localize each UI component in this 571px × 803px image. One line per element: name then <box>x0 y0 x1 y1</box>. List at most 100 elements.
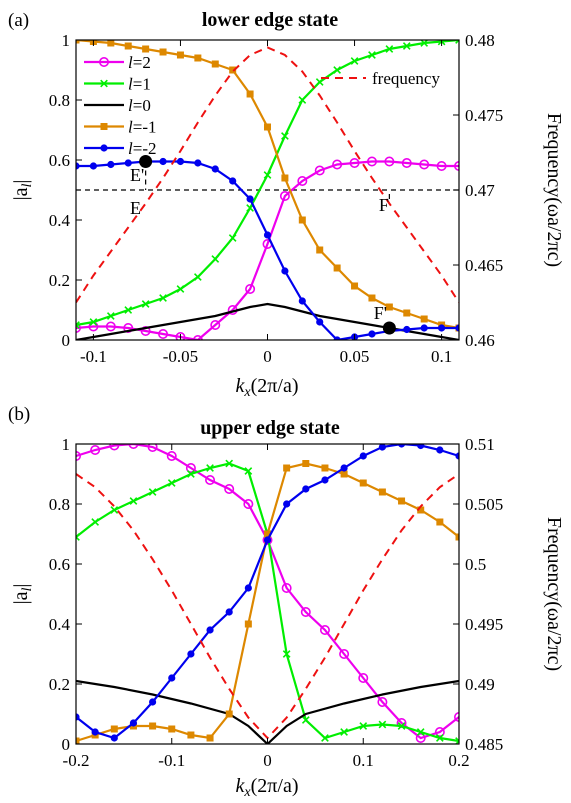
series-line-lm2 <box>76 160 459 340</box>
data-point-l2 <box>349 158 360 169</box>
data-point-lm1 <box>302 460 310 467</box>
panel-a: (a) lower edge state E' F' E Fl=2 l=1 l=0 l=-1… <box>8 9 565 400</box>
data-point-l1 <box>129 497 138 505</box>
data-point-l1 <box>455 40 459 44</box>
y-axis-label-left: |al| <box>10 180 35 201</box>
data-point-lm1 <box>76 737 80 744</box>
series-line-lm1 <box>76 462 459 743</box>
data-point-lm2 <box>89 162 98 170</box>
data-point-lm1 <box>225 710 233 718</box>
data-point-lm1 <box>420 315 428 323</box>
y-tick-label-right: 0.48 <box>465 31 495 50</box>
point-label: E' <box>130 165 144 185</box>
data-point-l2 <box>279 191 290 202</box>
data-point-l1 <box>397 722 406 730</box>
series-line-frequency <box>76 46 459 304</box>
data-point-lm1 <box>455 533 459 541</box>
series-line-l0 <box>76 679 459 744</box>
data-point-lm1 <box>368 294 376 302</box>
data-point-lm2 <box>420 324 428 332</box>
x-tick-label: 0 <box>263 347 272 366</box>
data-point-l1 <box>110 506 119 514</box>
data-point-l2 <box>415 732 426 743</box>
data-point-lm1 <box>283 464 291 472</box>
x-tick-label: -0.1 <box>158 751 185 770</box>
data-point-lm1 <box>385 303 393 311</box>
y-tick-label-left: 1 <box>62 435 71 454</box>
x-tick-label: 0 <box>263 751 272 770</box>
data-point-lm1 <box>107 40 115 47</box>
legend: l=2 l=1 l=0 l=-1 l=-2 frequency <box>84 53 440 158</box>
point-label: F' <box>374 303 387 323</box>
y-tick-label-right: 0.51 <box>465 435 495 454</box>
y-tick-label-right: 0.46 <box>465 331 495 350</box>
y-tick-label-left: 0.2 <box>49 675 70 694</box>
data-point-lm1 <box>264 530 271 538</box>
data-point-l1 <box>340 728 348 736</box>
data-point-l2 <box>90 444 101 455</box>
data-point-lm2 <box>436 446 444 454</box>
data-point-l1 <box>211 255 220 263</box>
data-point-lm2 <box>333 336 341 340</box>
data-point-l1 <box>385 45 394 53</box>
data-point-lm1 <box>417 506 425 514</box>
data-point-l1 <box>193 273 202 281</box>
data-point-l1 <box>76 533 80 541</box>
y-axis-label-left: |al| <box>10 584 35 605</box>
data-point-l1 <box>124 306 133 314</box>
data-point-l1 <box>225 459 234 468</box>
data-point-l1 <box>298 96 307 104</box>
data-point-l2 <box>243 498 254 509</box>
data-point-lm2 <box>263 231 272 239</box>
data-point-lm2 <box>283 500 291 508</box>
data-point-l1 <box>244 467 253 475</box>
panel-label: (a) <box>8 10 29 31</box>
data-point-lm2 <box>91 728 99 736</box>
data-point-lm2 <box>437 324 446 332</box>
data-point-lm2 <box>246 195 254 203</box>
data-point-lm2 <box>149 698 157 706</box>
legend-label: l=-2 <box>128 139 156 158</box>
data-point-lm2 <box>321 476 329 484</box>
data-point-l2 <box>339 648 350 659</box>
data-point-l1 <box>76 321 80 329</box>
y-tick-label-right: 0.475 <box>465 106 503 125</box>
legend-marker <box>100 79 108 88</box>
legend-marker <box>100 144 108 152</box>
legend-label: l=-1 <box>128 118 156 137</box>
plot-frame <box>75 443 460 745</box>
data-point-l1 <box>416 728 425 736</box>
x-tick-label: -0.2 <box>63 751 90 770</box>
data-point-lm2 <box>159 157 167 166</box>
y-tick-label-left: 0.8 <box>49 91 70 110</box>
data-point-l2 <box>205 474 216 485</box>
data-point-l2 <box>158 328 169 339</box>
data-point-lm2 <box>403 325 411 334</box>
data-point-lm2 <box>194 159 202 167</box>
y-tick-label-right: 0.465 <box>465 256 503 275</box>
x-tick-label: 0.1 <box>431 347 452 366</box>
data-point-lm2 <box>176 157 185 166</box>
series-line-l2 <box>76 160 459 340</box>
data-point-lm2 <box>129 719 138 727</box>
data-point-l1 <box>435 734 444 742</box>
data-point-lm1 <box>168 725 176 733</box>
data-point-lm1 <box>124 42 132 50</box>
data-point-lm2 <box>455 452 459 460</box>
data-point-lm2 <box>229 177 237 185</box>
x-tick-label: 0.2 <box>448 751 469 770</box>
data-point-lm1 <box>149 722 157 730</box>
data-point-lm1 <box>281 174 289 182</box>
data-point-l2 <box>185 462 196 473</box>
data-point-l2 <box>297 176 308 187</box>
data-point-l2 <box>314 165 325 176</box>
chart-title: lower edge state <box>202 9 338 31</box>
data-point-lm1 <box>398 497 406 505</box>
data-point-lm1 <box>359 479 367 487</box>
y-tick-label-left: 0.4 <box>49 615 71 634</box>
data-point-lm1 <box>436 518 444 526</box>
data-point-lm1 <box>351 282 359 290</box>
data-point-l1 <box>91 518 100 526</box>
data-point-lm1 <box>378 488 386 496</box>
data-point-l2 <box>281 582 292 593</box>
